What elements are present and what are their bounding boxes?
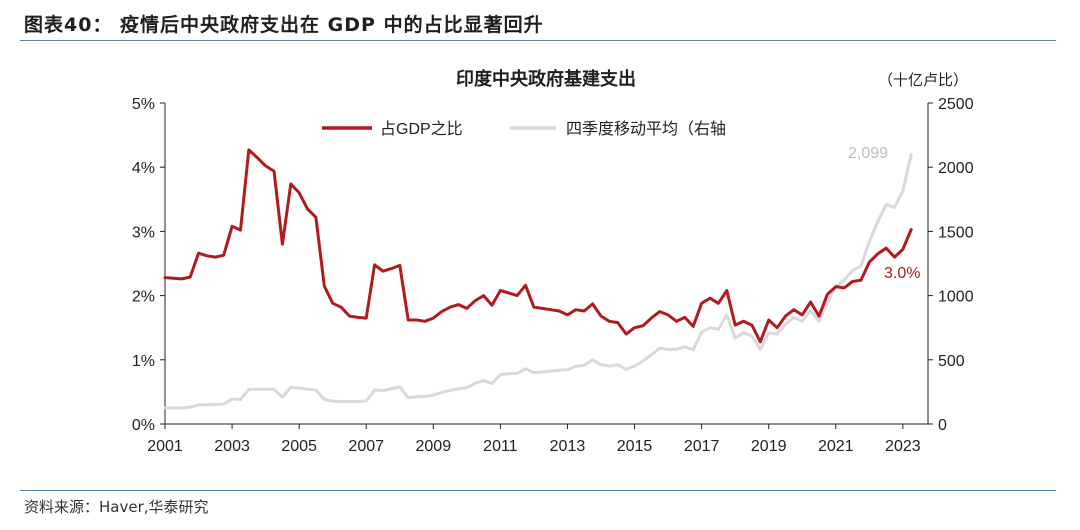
right-tick-label: 500: [938, 353, 965, 370]
x-tick-label: 2005: [281, 438, 317, 455]
left-tick-label: 5%: [132, 96, 155, 113]
x-tick-label: 2003: [214, 438, 250, 455]
right-tick-label: 2000: [938, 160, 974, 177]
left-tick-label: 1%: [132, 353, 155, 370]
left-tick-label: 0%: [132, 417, 155, 434]
end-label-moving-average: 2,099: [848, 145, 888, 162]
x-tick-label: 2009: [416, 438, 452, 455]
top-divider: [20, 40, 1056, 41]
legend-label-moving-average: 四季度移动平均（右轴: [566, 120, 726, 138]
x-tick-label: 2013: [550, 438, 586, 455]
right-tick-label: 1500: [938, 224, 974, 241]
left-tick-label: 4%: [132, 160, 155, 177]
right-tick-label: 2500: [938, 96, 974, 113]
x-tick-label: 2001: [147, 438, 183, 455]
x-tick-label: 2019: [751, 438, 787, 455]
x-tick-label: 2015: [617, 438, 653, 455]
legend: 占GDP之比 四季度移动平均（右轴: [322, 120, 726, 138]
series-layer: [163, 148, 913, 410]
end-label-gdp-share: 3.0%: [884, 265, 920, 282]
figure-title: 图表40： 疫情后中央政府支出在 GDP 中的占比显著回升: [24, 14, 544, 36]
x-tick-label: 2021: [818, 438, 854, 455]
series-line-moving-average: [163, 153, 913, 410]
x-tick-label: 2023: [885, 438, 921, 455]
axes: 0% 1% 2% 3% 4% 5% 0 500 1000 1500 2000 2500 2001 2003…: [132, 96, 974, 455]
right-axis-unit: （十亿卢比）: [878, 72, 968, 89]
chart: 印度中央政府基建支出 （十亿卢比） 0% 1% 2% 3% 4% 5% 0 500 1000 15…: [132, 68, 974, 455]
chart-title: 印度中央政府基建支出: [456, 68, 636, 89]
left-tick-label: 3%: [132, 224, 155, 241]
left-tick-label: 2%: [132, 289, 155, 306]
bottom-divider: [20, 490, 1056, 491]
legend-label-gdp-share: 占GDP之比: [380, 120, 463, 138]
source-note: 资料来源：Haver,华泰研究: [24, 498, 209, 516]
x-tick-label: 2017: [684, 438, 720, 455]
series-line-gdp-share: [163, 148, 913, 344]
x-tick-label: 2007: [348, 438, 384, 455]
x-tick-label: 2011: [483, 438, 518, 455]
right-tick-label: 0: [938, 417, 947, 434]
right-tick-label: 1000: [938, 289, 974, 306]
